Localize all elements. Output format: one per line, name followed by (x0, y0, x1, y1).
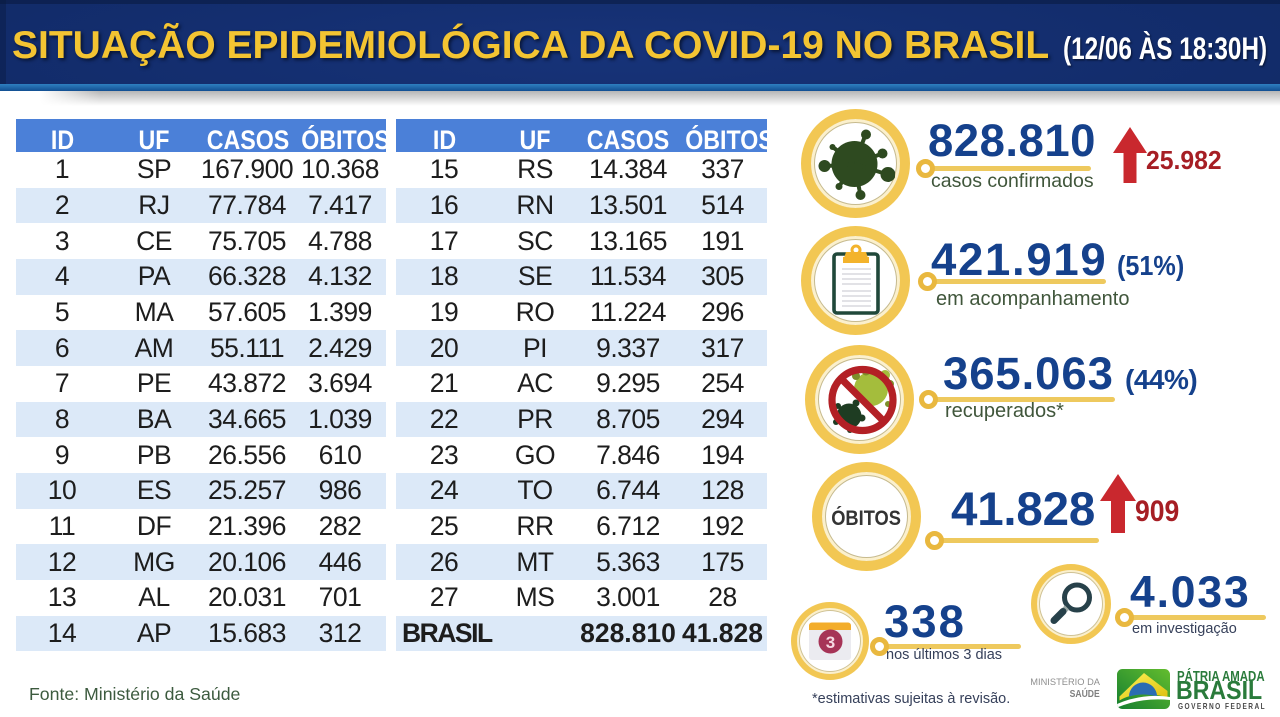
svg-text:3: 3 (826, 633, 835, 652)
